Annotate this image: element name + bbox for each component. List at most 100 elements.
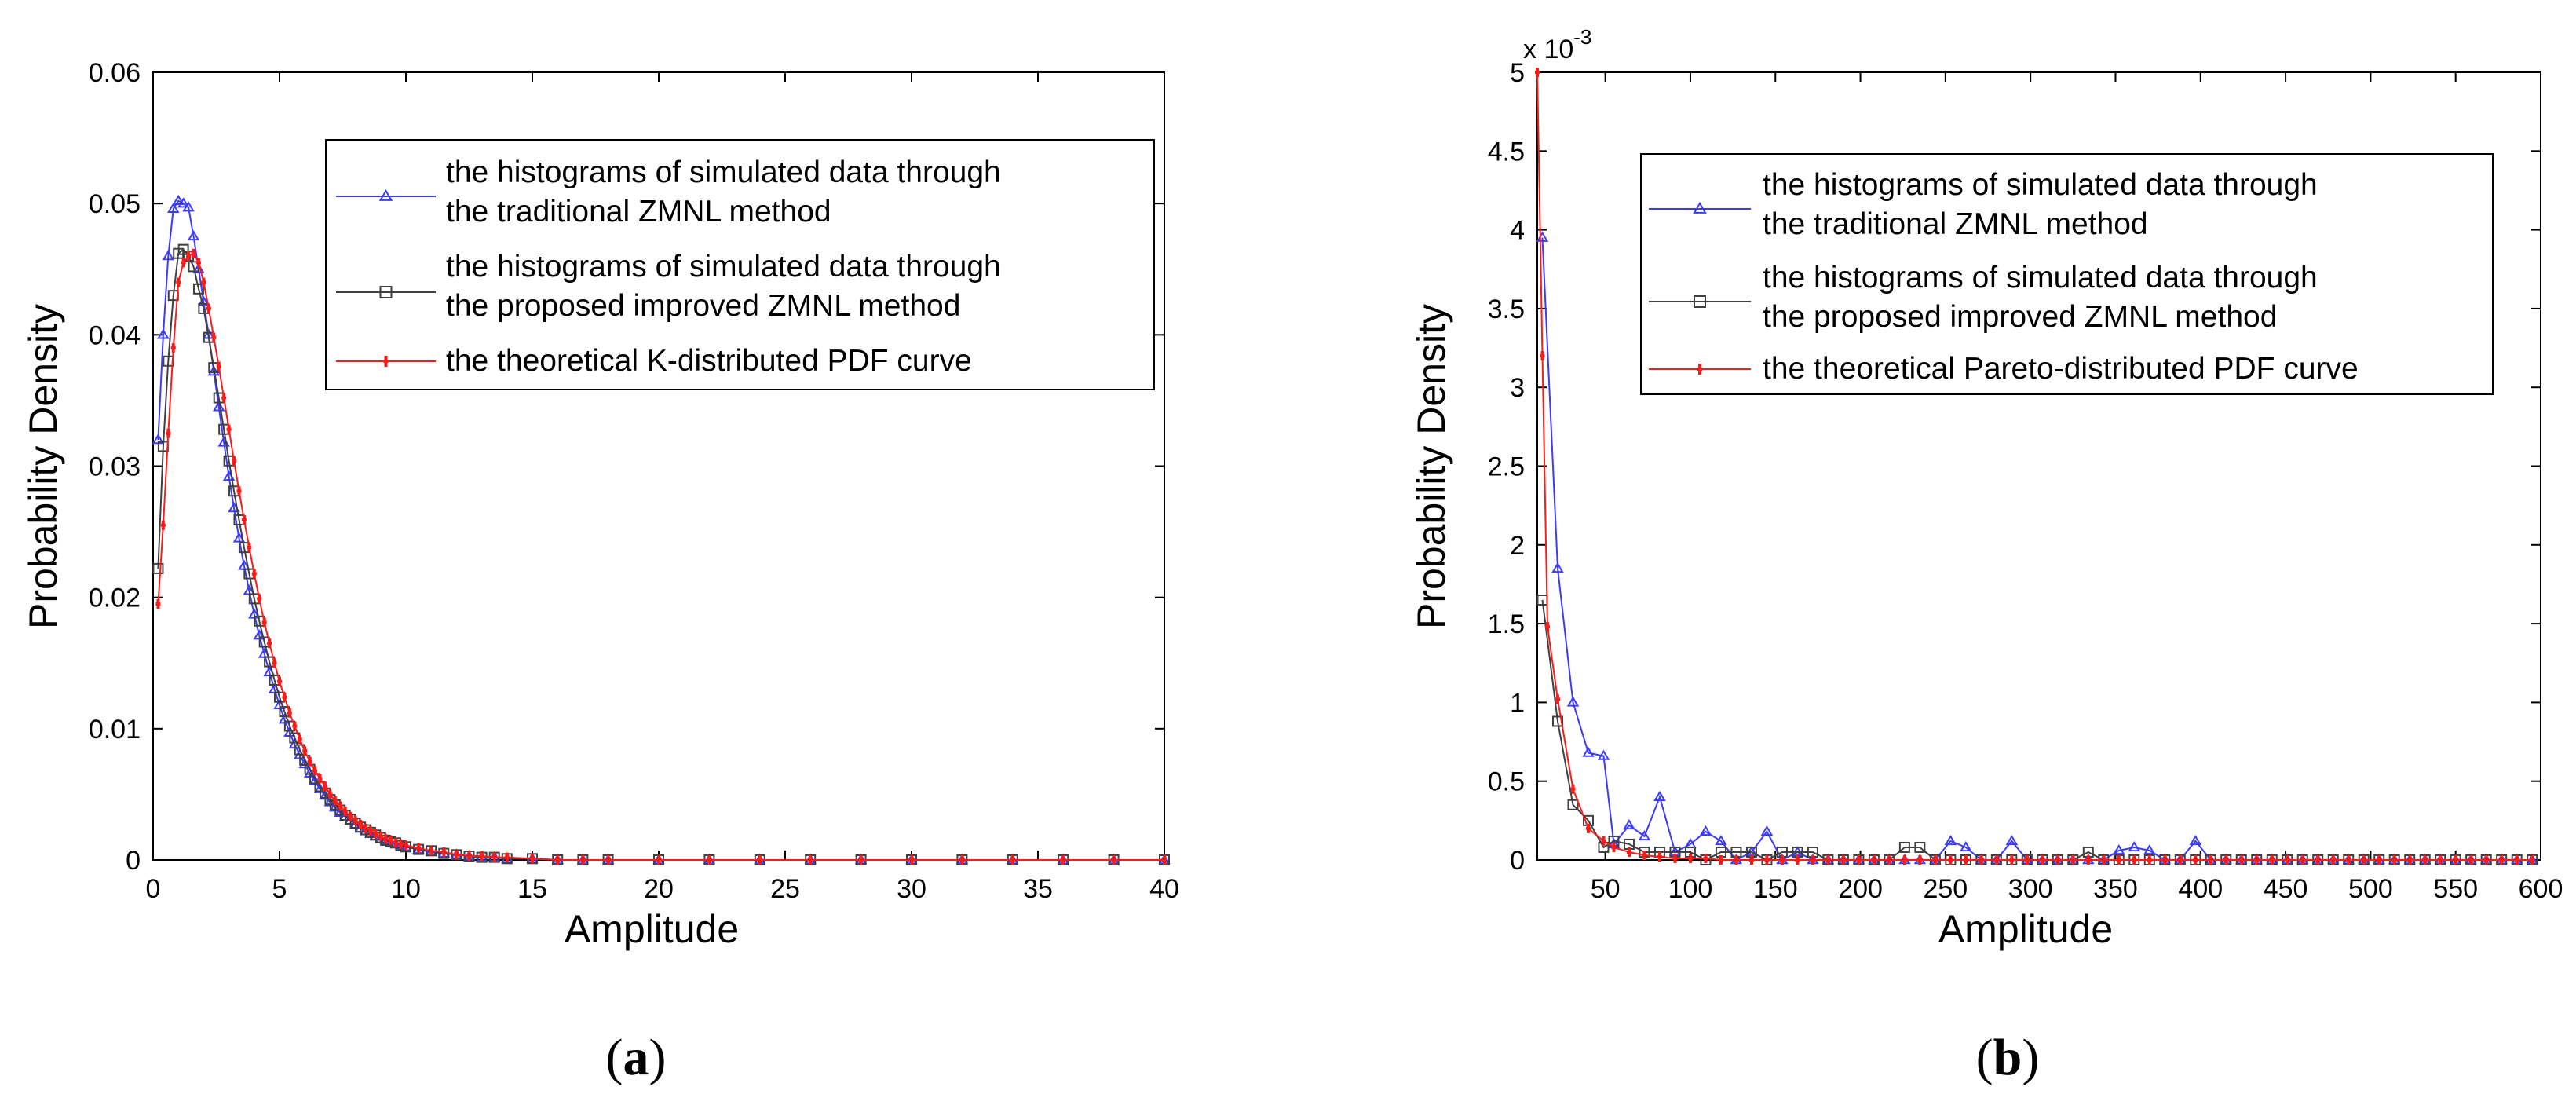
point-b-theoretical-8 — [1626, 847, 1631, 857]
x-tick-label-b-3: 200 — [1838, 874, 1883, 904]
point-a-traditional-7 — [187, 229, 200, 241]
point-b-theoretical-63 — [2468, 855, 2474, 865]
legend-marker-b-theoretical — [1697, 364, 1702, 375]
point-a-traditional-3 — [167, 202, 180, 214]
y-scale-label-b: x 10-3 — [1523, 25, 1591, 64]
chart-panel-b: 50 100 150 200 250 300 350 400 450 500 550 600 0 0.5 1… — [1409, 25, 2563, 1086]
point-b-traditional-3 — [1582, 746, 1595, 757]
point-b-theoretical-56 — [2361, 855, 2366, 865]
point-b-traditional-27 — [1944, 834, 1957, 846]
legend-a-improved-line1: the histograms of simulated data through — [446, 250, 1001, 284]
y-axis-label-a: Probability Density — [21, 304, 65, 629]
point-a-theoretical-58 — [530, 854, 535, 864]
point-b-traditional-31 — [2005, 834, 2019, 846]
x-tick-label-a-8: 40 — [1149, 874, 1179, 904]
point-b-theoretical-4 — [1570, 784, 1576, 794]
point-a-theoretical-67 — [909, 855, 914, 865]
x-tick-label-b-9: 500 — [2348, 874, 2393, 904]
legend-marks-a — [336, 189, 436, 367]
point-b-theoretical-58 — [2391, 855, 2397, 865]
point-a-theoretical-60 — [580, 855, 586, 865]
legend-marker-a-theoretical — [383, 356, 389, 367]
point-b-theoretical-37 — [2070, 855, 2076, 865]
point-b-theoretical-26 — [1902, 855, 1907, 865]
x-tick-label-b-4: 250 — [1923, 874, 1968, 904]
y-tick-label-b-3: 1.5 — [1488, 609, 1525, 639]
point-b-theoretical-13 — [1703, 853, 1708, 863]
point-b-theoretical-49 — [2254, 855, 2260, 865]
legend-b-improved-line1: the histograms of simulated data through — [1763, 261, 2318, 295]
y-tick-label-b-6: 3 — [1510, 373, 1525, 403]
legend-a-traditional-line2: the traditional ZMNL method — [446, 195, 831, 229]
axes-ticks-a: 0 5 10 15 20 25 30 35 40 0 0.01 0.02 0.03 0.04 0.05 0.0… — [89, 58, 1179, 904]
point-a-theoretical-15 — [232, 456, 237, 466]
point-b-traditional-40 — [2143, 843, 2156, 855]
point-a-theoretical-8 — [195, 258, 201, 268]
point-a-theoretical-7 — [191, 248, 196, 258]
point-b-traditional-1 — [1551, 562, 1564, 573]
point-a-theoretical-33 — [322, 781, 327, 792]
point-a-theoretical-62 — [656, 855, 661, 865]
point-a-theoretical-65 — [808, 855, 813, 865]
point-a-theoretical-69 — [1010, 855, 1015, 865]
point-b-theoretical-1 — [1540, 351, 1545, 361]
point-a-improved-0 — [152, 562, 164, 574]
x-tick-label-b-11: 600 — [2519, 874, 2563, 904]
point-b-theoretical-22 — [1840, 855, 1846, 865]
y-tick-label-b-4: 2 — [1510, 531, 1525, 561]
x-tick-label-a-5: 25 — [770, 874, 800, 904]
point-a-theoretical-0 — [155, 599, 161, 609]
y-tick-label-a-6: 0.06 — [89, 58, 141, 88]
y-tick-label-a-4: 0.04 — [89, 320, 141, 350]
legend-b: the histograms of simulated data through… — [1640, 153, 2494, 395]
point-a-theoretical-28 — [297, 734, 302, 745]
point-a-theoretical-43 — [373, 829, 378, 839]
y-tick-label-b-8: 4 — [1510, 216, 1525, 246]
x-tick-label-b-6: 350 — [2093, 874, 2138, 904]
point-a-theoretical-49 — [404, 840, 408, 851]
point-b-traditional-6 — [1623, 818, 1635, 830]
point-a-theoretical-64 — [757, 855, 762, 865]
y-axis-label-b: Probability Density — [1409, 304, 1453, 629]
point-b-theoretical-57 — [2377, 855, 2382, 865]
point-a-theoretical-39 — [353, 815, 358, 825]
point-b-theoretical-60 — [2422, 855, 2428, 865]
point-a-traditional-2 — [162, 250, 175, 261]
point-a-theoretical-31 — [312, 766, 318, 776]
point-a-traditional-4 — [172, 194, 185, 206]
point-a-theoretical-34 — [327, 789, 333, 799]
y-tick-label-a-1: 0.01 — [89, 715, 141, 745]
point-b-theoretical-52 — [2300, 855, 2305, 865]
legend-b-traditional-line2: the traditional ZMNL method — [1763, 207, 2148, 241]
point-b-traditional-15 — [1760, 825, 1774, 836]
point-b-theoretical-35 — [2040, 855, 2045, 865]
point-a-theoretical-14 — [226, 424, 232, 434]
point-b-theoretical-30 — [1963, 855, 1968, 865]
point-a-traditional-6 — [182, 201, 195, 212]
point-a-theoretical-46 — [388, 835, 393, 845]
point-a-theoretical-51 — [429, 846, 434, 856]
point-b-theoretical-33 — [2009, 855, 2015, 865]
point-a-theoretical-52 — [441, 847, 447, 857]
point-a-theoretical-59 — [555, 855, 561, 865]
point-b-theoretical-41 — [2132, 855, 2137, 865]
point-b-theoretical-29 — [1948, 855, 1953, 865]
point-a-theoretical-30 — [307, 756, 312, 767]
y-tick-label-b-10: 5 — [1510, 58, 1525, 88]
x-tick-label-a-6: 30 — [897, 874, 926, 904]
point-b-theoretical-10 — [1657, 851, 1662, 862]
point-b-theoretical-11 — [1672, 853, 1678, 863]
point-b-theoretical-51 — [2285, 855, 2290, 865]
point-b-traditional-4 — [1597, 749, 1610, 760]
point-b-theoretical-5 — [1585, 823, 1591, 833]
x-tick-label-a-7: 35 — [1023, 874, 1053, 904]
legend-box-a — [325, 139, 1155, 390]
point-b-theoretical-65 — [2499, 855, 2505, 865]
point-a-theoretical-71 — [1111, 855, 1116, 865]
point-b-traditional-2 — [1566, 696, 1580, 707]
point-b-theoretical-59 — [2407, 855, 2413, 865]
point-a-traditional-12 — [212, 401, 225, 412]
point-a-theoretical-37 — [342, 807, 348, 817]
legend-marker-b-improved — [1694, 295, 1706, 308]
point-a-traditional-5 — [177, 197, 190, 208]
